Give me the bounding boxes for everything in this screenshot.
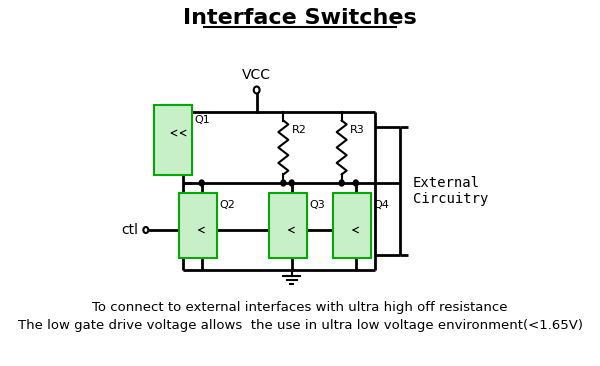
Text: VCC: VCC [242, 68, 271, 82]
Text: Q1: Q1 [194, 115, 210, 125]
Text: Q3: Q3 [309, 200, 325, 210]
Text: Q4: Q4 [373, 200, 389, 210]
Circle shape [339, 180, 344, 186]
Text: External
Circuitry: External Circuitry [413, 176, 488, 206]
Text: Interface Switches: Interface Switches [183, 8, 417, 28]
Text: The low gate drive voltage allows  the use in ultra low voltage environment(<1.6: The low gate drive voltage allows the us… [17, 318, 583, 332]
Circle shape [281, 180, 286, 186]
Text: Q2: Q2 [219, 200, 235, 210]
Text: R3: R3 [350, 125, 365, 135]
Circle shape [289, 180, 294, 186]
Text: R2: R2 [292, 125, 307, 135]
Text: ctl: ctl [121, 223, 138, 237]
Circle shape [353, 180, 358, 186]
Bar [269, 193, 307, 258]
Bar [334, 193, 371, 258]
Bar [154, 105, 191, 175]
Text: To connect to external interfaces with ultra high off resistance: To connect to external interfaces with u… [92, 302, 508, 314]
Circle shape [199, 180, 204, 186]
Bar [179, 193, 217, 258]
